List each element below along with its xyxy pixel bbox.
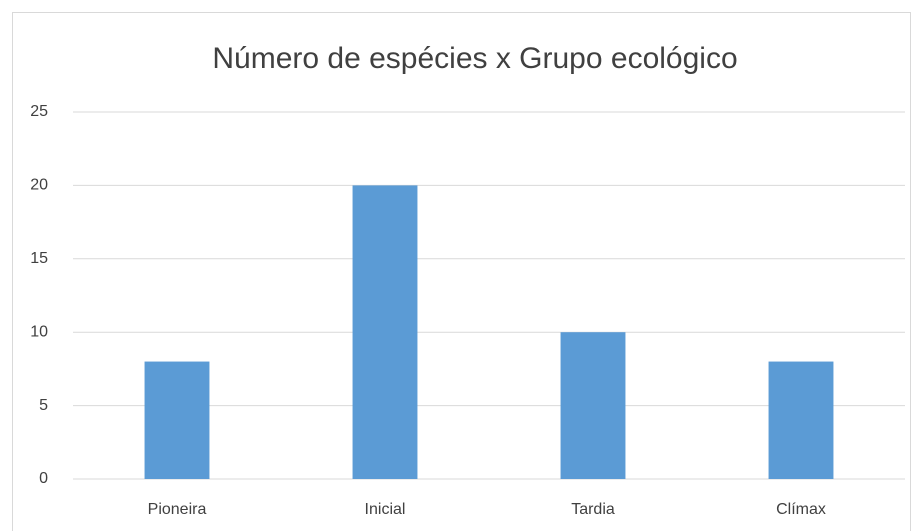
- bar: [352, 185, 418, 479]
- y-tick-label: 10: [30, 323, 48, 340]
- y-tick-label: 20: [30, 177, 48, 194]
- x-tick-label: Tardia: [571, 501, 615, 518]
- bar: [768, 361, 834, 479]
- y-tick-label: 15: [30, 250, 48, 267]
- y-tick-label: 0: [39, 470, 48, 487]
- y-tick-label: 5: [39, 397, 48, 414]
- x-tick-label: Pioneira: [148, 501, 207, 518]
- y-tick-label: 25: [30, 103, 48, 120]
- x-tick-label: Clímax: [776, 501, 826, 518]
- bar: [560, 332, 626, 479]
- chart-title: Número de espécies x Grupo ecológico: [212, 42, 737, 75]
- bar: [144, 361, 210, 479]
- x-tick-label: Inicial: [365, 501, 406, 518]
